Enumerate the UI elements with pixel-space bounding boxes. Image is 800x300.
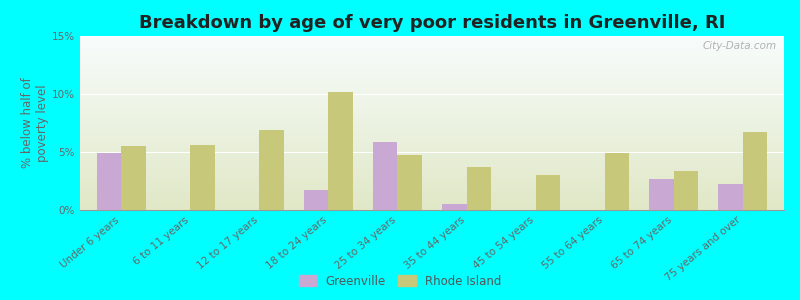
Bar xyxy=(374,142,398,210)
Bar xyxy=(190,145,214,210)
Bar xyxy=(329,92,353,210)
Bar xyxy=(742,132,766,210)
Bar xyxy=(718,184,742,210)
Bar xyxy=(259,130,284,210)
Bar xyxy=(466,167,490,210)
Legend: Greenville, Rhode Island: Greenville, Rhode Island xyxy=(295,271,505,291)
Bar xyxy=(650,179,674,210)
Bar xyxy=(442,204,466,210)
Bar xyxy=(398,155,422,210)
Bar xyxy=(605,153,629,210)
Bar xyxy=(304,190,329,210)
Bar xyxy=(122,146,146,210)
Bar xyxy=(674,171,698,210)
Y-axis label: % below half of
poverty level: % below half of poverty level xyxy=(22,78,50,168)
Bar xyxy=(535,175,560,210)
Text: City-Data.com: City-Data.com xyxy=(703,41,777,51)
Bar xyxy=(98,153,122,210)
Title: Breakdown by age of very poor residents in Greenville, RI: Breakdown by age of very poor residents … xyxy=(139,14,725,32)
